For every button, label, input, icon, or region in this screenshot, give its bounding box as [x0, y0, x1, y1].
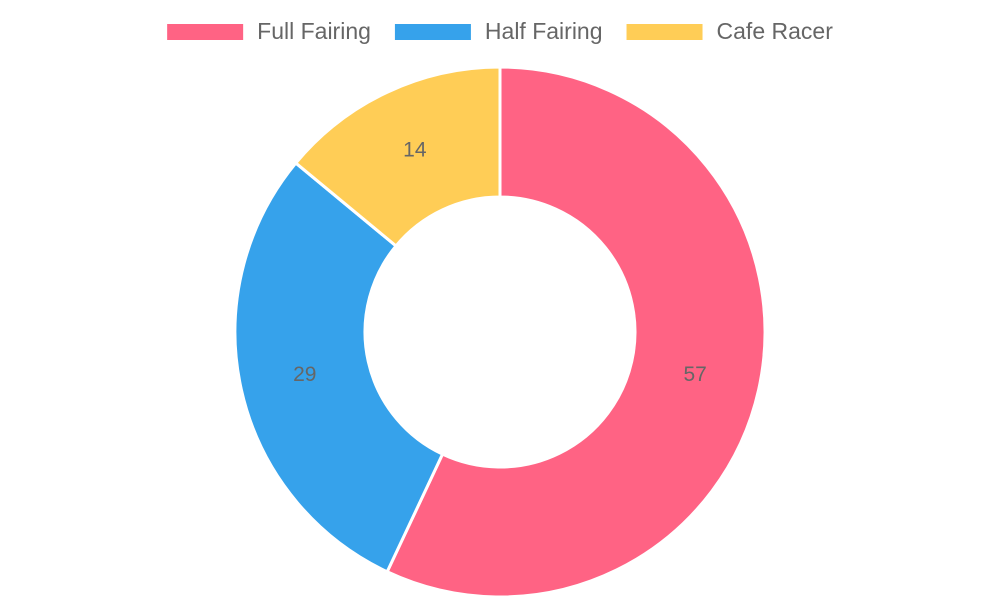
slice — [233, 160, 445, 574]
legend-label: Full Fairing — [257, 18, 371, 44]
legend-swatch — [626, 24, 703, 40]
legend-item: Half Fairing — [394, 18, 603, 44]
value-label: 14 — [403, 139, 427, 162]
slice — [293, 65, 502, 249]
legend-item: Cafe Racer — [626, 18, 834, 44]
value-label: 29 — [293, 363, 316, 386]
legend-swatch — [167, 24, 244, 40]
legend-item: Full Fairing — [167, 18, 371, 44]
legend-swatch — [394, 24, 471, 40]
legend: Full Fairing Half Fairing Cafe Racer — [167, 18, 833, 44]
slice — [385, 65, 767, 599]
legend-label: Cafe Racer — [717, 18, 834, 44]
legend-label: Half Fairing — [485, 18, 603, 44]
value-label: 57 — [684, 363, 707, 386]
